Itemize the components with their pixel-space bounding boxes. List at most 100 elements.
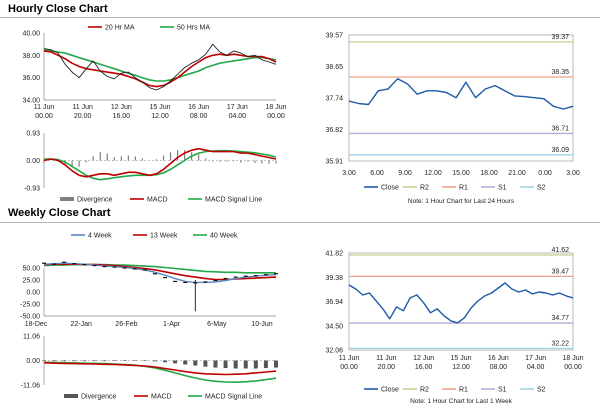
series-daily_close_24h-close — [348, 77, 574, 110]
weekly-price-y-tick-label: 0.00 — [26, 290, 40, 297]
weekly-price-y-tick-label: 25.00 — [22, 278, 40, 285]
x-tick-label: 3.00 — [566, 170, 580, 177]
x-tick-label: 00.00 — [35, 113, 53, 120]
divergence-bar — [193, 360, 198, 366]
x-tick-label: 21.00 — [508, 170, 526, 177]
daily_close_24h-y-tick-label: 35.91 — [325, 159, 343, 166]
level-label-r2: 41.62 — [551, 247, 569, 254]
legend-hourly-macd-signal-label: MACD Signal Line — [205, 197, 262, 204]
weekly_close_1w-y-tick-label: 32.06 — [325, 348, 343, 355]
x-tick-label: 18-Dec — [25, 321, 48, 328]
divergence-bar — [122, 360, 127, 361]
divergence-bar — [152, 360, 157, 362]
x-tick-label: 00.00 — [564, 364, 582, 371]
x-tick-label: 16 Jun — [188, 104, 209, 111]
hourly-price-y-tick-label: 34.00 — [22, 98, 40, 105]
series-hourly-macd — [43, 147, 277, 178]
x-tick-label: 9.00 — [398, 170, 412, 177]
x-tick-label: 08.00 — [190, 113, 208, 120]
series-50hr-ma — [43, 49, 277, 82]
divergence-bar — [233, 360, 238, 369]
series-hourly-macd-signal — [44, 149, 277, 181]
weekly-price-y-tick-label: -25.00 — [20, 302, 40, 309]
x-tick-label: 6.00 — [370, 170, 384, 177]
divergence-bar — [92, 360, 97, 362]
weekly_close_1w-y-tick-label: 36.94 — [325, 299, 343, 306]
daily_close_24h-y-tick-label: 38.65 — [325, 64, 343, 71]
legend-weekly-macd-signal-label: MACD Signal Line — [205, 394, 262, 401]
hourly-macd-y-tick-label: -0.93 — [24, 186, 40, 193]
legend-40-week-label: 40 Week — [210, 233, 238, 240]
x-tick-label: 1-Apr — [163, 321, 181, 328]
divergence-bar — [132, 360, 137, 361]
divergence-bar — [183, 360, 188, 365]
divergence-bar — [102, 360, 107, 362]
legend-50hr-ma-label: 50 Hrs MA — [177, 25, 210, 32]
x-tick-label: 08.00 — [490, 364, 508, 371]
level-label-s2: 36.09 — [551, 147, 569, 154]
weekly_close_1w-note: Note: 1 Hour Chart for Last 1 Week — [410, 398, 513, 405]
daily_close_24h-y-tick-label: 39.57 — [325, 33, 343, 40]
legend-daily_close_24h-s1-label: S1 — [498, 185, 507, 192]
legend-daily_close_24h-s2-label: S2 — [537, 185, 546, 192]
x-tick-label: 26-Feb — [115, 321, 137, 328]
x-tick-label: 17 Jun — [525, 355, 546, 362]
x-tick-label: 11 Jun — [72, 104, 93, 111]
legend-13-week-label: 13 Week — [150, 233, 178, 240]
x-tick-label: 15 Jun — [450, 355, 471, 362]
x-tick-label: 18 Jun — [265, 104, 286, 111]
series-weekly-macd-signal — [43, 361, 277, 384]
weekly-macd-y-tick-label: 0.00 — [26, 358, 40, 365]
weekly-macd-y-tick-label: -11.06 — [21, 383, 40, 390]
x-tick-label: 18.00 — [480, 170, 498, 177]
daily_close_24h-y-tick-label: 36.82 — [325, 127, 343, 134]
divergence-bar — [82, 360, 87, 362]
divergence-bar — [243, 360, 248, 369]
x-tick-label: 12.00 — [424, 170, 442, 177]
weekly_close_1w-y-tick-label: 41.82 — [325, 251, 343, 258]
divergence-bar — [253, 360, 258, 369]
x-tick-label: 15.00 — [452, 170, 470, 177]
daily_close_24h-frame — [348, 34, 574, 162]
divergence-bar — [52, 360, 57, 362]
x-tick-label: 11 Jun — [339, 355, 360, 362]
divergence-bar — [62, 360, 67, 362]
hourly-macd-y-tick-label: 0.93 — [26, 131, 40, 138]
series-weekly_close_1w-close — [348, 282, 574, 324]
x-tick-label: 16 Jun — [488, 355, 509, 362]
legend-weekly-macd-label: MACD — [151, 394, 172, 401]
x-tick-label: 16.00 — [415, 364, 433, 371]
divergence-bar — [213, 360, 218, 368]
x-tick-label: 04.00 — [229, 113, 247, 120]
legend-daily_close_24h-r2-label: R2 — [420, 185, 429, 192]
hourly-macd-y-tick-label: 0.00 — [26, 158, 40, 165]
level-label-r1: 38.35 — [551, 69, 569, 76]
level-label-r1: 39.47 — [551, 268, 569, 275]
level-label-s2: 32.22 — [551, 340, 569, 347]
weekly-price-y-tick-label: -50.00 — [20, 314, 40, 321]
legend-weekly-divergence-label: Divergence — [81, 394, 117, 401]
divergence-bar — [142, 360, 147, 361]
x-tick-label: 12.00 — [151, 113, 169, 120]
legend-hourly-divergence-label: Divergence — [77, 197, 113, 204]
legend-4-week-label: 4 Week — [88, 233, 112, 240]
divergence-bar — [263, 360, 268, 369]
x-tick-label: 11 Jun — [376, 355, 397, 362]
legend-weekly_close_1w-s1-label: S1 — [498, 387, 507, 394]
legend-weekly_close_1w-r1-label: R1 — [459, 387, 468, 394]
weekly_close_1w-y-tick-label: 39.38 — [325, 275, 343, 282]
x-tick-label: 20.00 — [378, 364, 396, 371]
x-tick-label: 12 Jun — [413, 355, 434, 362]
legend-hourly-macd-label: MACD — [147, 197, 168, 204]
divergence-bar — [112, 360, 117, 361]
series-20hr-ma — [43, 50, 277, 88]
legend-weekly_close_1w-close-label: Close — [381, 387, 399, 394]
series-weekly-macd — [43, 361, 277, 376]
series-hourly-close — [43, 43, 277, 91]
x-tick-label: 00.00 — [340, 364, 358, 371]
legend-daily_close_24h-close-label: Close — [381, 185, 399, 192]
x-tick-label: 22-Jan — [70, 321, 92, 328]
daily_close_24h-note: Note: 1 Hour Chart for Last 24 Hours — [408, 198, 515, 205]
x-tick-label: 15 Jun — [149, 104, 170, 111]
weekly-section-rule — [0, 222, 600, 223]
